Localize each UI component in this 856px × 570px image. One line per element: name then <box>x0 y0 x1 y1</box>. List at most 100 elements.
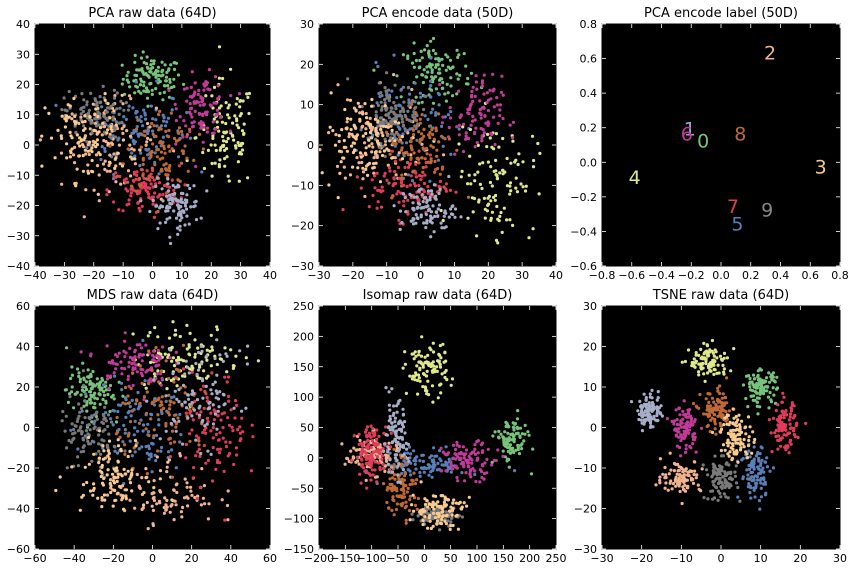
scatter-point <box>408 183 412 187</box>
scatter-point <box>416 205 420 209</box>
scatter-point <box>418 471 422 475</box>
scatter-point <box>365 116 369 120</box>
scatter-point <box>707 400 711 404</box>
scatter-point <box>408 374 412 378</box>
scatter-point <box>492 169 496 173</box>
scatter-point <box>113 488 117 493</box>
x-tick-label: −40 <box>63 552 86 565</box>
scatter-point <box>100 145 104 149</box>
scatter-point <box>74 424 78 428</box>
scatter-point <box>75 133 79 137</box>
scatter-point <box>387 390 391 394</box>
scatter-point <box>761 379 766 383</box>
scatter-point <box>788 415 792 419</box>
scatter-point <box>422 134 426 138</box>
scatter-point <box>521 185 525 189</box>
y-tick-label: 0 <box>307 452 314 465</box>
scatter-point <box>194 199 198 203</box>
scatter-point <box>200 112 205 116</box>
scatter-point <box>77 371 81 375</box>
scatter-point <box>394 453 399 457</box>
scatter-point <box>488 136 492 140</box>
scatter-point <box>206 458 210 463</box>
scatter-point <box>694 450 698 454</box>
scatter-point <box>128 420 133 424</box>
x-tick-label: −50 <box>386 552 409 565</box>
scatter-point <box>125 203 129 207</box>
scatter-point <box>95 143 99 147</box>
scatter-point <box>385 93 389 97</box>
scatter-point <box>408 139 412 143</box>
scatter-point <box>444 189 448 193</box>
scatter-point <box>135 173 139 177</box>
scatter-point <box>211 479 215 483</box>
scatter-point <box>349 127 353 132</box>
scatter-point <box>223 518 227 522</box>
scatter-point <box>415 75 419 79</box>
scatter-point <box>759 470 763 474</box>
scatter-point <box>425 360 429 364</box>
y-tick-label: 40 <box>16 18 30 31</box>
scatter-point <box>212 408 216 412</box>
scatter-point <box>81 369 85 373</box>
scatter-point <box>351 165 355 169</box>
scatter-point <box>234 446 238 450</box>
scatter-point <box>378 451 382 455</box>
scatter-point <box>165 70 169 74</box>
scatter-point <box>211 106 215 110</box>
scatter-point <box>166 173 170 177</box>
scatter-point <box>116 444 121 448</box>
scatter-point <box>511 139 515 143</box>
scatter-point <box>114 362 118 366</box>
scatter-point <box>431 341 435 345</box>
scatter-point <box>164 508 168 512</box>
scatter-point <box>96 496 100 500</box>
scatter-point <box>408 498 412 502</box>
x-tick-label: −0.2 <box>678 269 705 282</box>
scatter-point <box>760 391 764 395</box>
scatter-point <box>371 431 375 435</box>
scatter-point <box>91 493 95 497</box>
scatter-point <box>86 439 90 443</box>
scatter-point <box>440 121 444 125</box>
scatter-point <box>135 115 139 119</box>
scatter-point <box>174 350 178 354</box>
scatter-point <box>205 126 210 130</box>
scatter-point <box>130 398 134 402</box>
scatter-point <box>686 348 691 352</box>
scatter-point <box>469 475 473 479</box>
scatter-point <box>688 469 693 473</box>
scatter-point <box>191 418 195 422</box>
scatter-point <box>180 402 184 406</box>
scatter-point <box>476 143 480 147</box>
y-tick-label: 0.6 <box>580 53 598 66</box>
scatter-point <box>455 476 459 480</box>
scatter-point <box>699 426 704 430</box>
scatter-point <box>364 111 368 116</box>
scatter-point <box>218 353 222 357</box>
scatter-point <box>434 65 438 69</box>
scatter-point <box>378 188 382 193</box>
scatter-point <box>382 174 386 178</box>
scatter-point <box>729 369 733 373</box>
scatter-point <box>759 495 764 499</box>
scatter-point <box>152 178 156 182</box>
scatter-point <box>345 117 350 121</box>
scatter-point <box>68 155 72 159</box>
scatter-point <box>435 519 439 523</box>
scatter-point <box>167 166 171 170</box>
scatter-point <box>222 469 226 473</box>
scatter-point <box>475 457 480 461</box>
scatter-point <box>202 406 206 410</box>
scatter-point <box>200 170 204 174</box>
scatter-point <box>113 445 117 449</box>
scatter-point <box>183 204 188 208</box>
scatter-point <box>217 95 221 99</box>
scatter-point <box>166 355 170 359</box>
scatter-point <box>367 205 371 209</box>
scatter-point <box>175 376 179 380</box>
scatter-point <box>206 420 210 424</box>
scatter-point <box>499 432 503 436</box>
scatter-point <box>126 394 130 398</box>
scatter-point <box>158 157 162 161</box>
